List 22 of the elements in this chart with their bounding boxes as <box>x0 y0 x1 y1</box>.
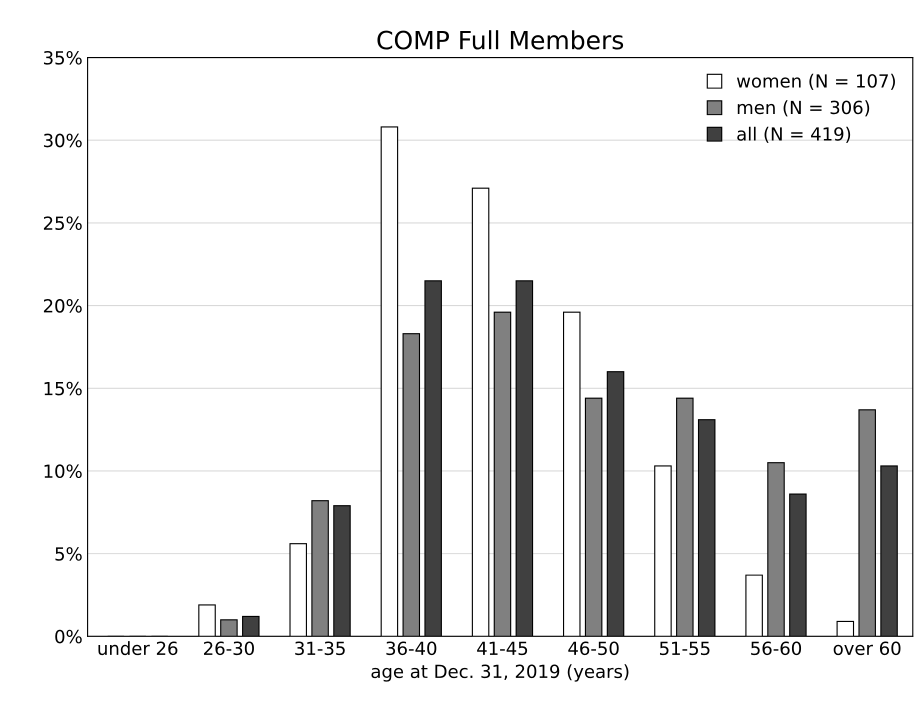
x-tick-label: 26-30 <box>204 641 254 656</box>
x-tick-label: 56-60 <box>751 641 802 656</box>
x-tick-label: under 26 <box>98 641 178 656</box>
y-tick-label: 5% <box>55 547 82 561</box>
y-tick-label: 35% <box>44 50 82 65</box>
x-tick-label: 36-40 <box>386 641 436 656</box>
x-axis-title: age at Dec. 31, 2019 (years) <box>371 664 628 682</box>
x-tick-label: 31-35 <box>295 641 345 656</box>
chart-title: COMP Full Members <box>377 30 624 50</box>
legend-label: all (N = 419) <box>737 126 850 143</box>
legend-label: women (N = 107) <box>736 74 895 90</box>
y-tick-label: 25% <box>44 216 82 230</box>
y-tick-label: 30% <box>44 134 82 148</box>
x-tick-label: over 60 <box>834 641 900 656</box>
x-tick-label: 51-55 <box>660 642 710 656</box>
x-tick-label: 46-50 <box>568 641 619 656</box>
y-tick-label: 0% <box>55 630 82 644</box>
y-tick-label: 20% <box>44 299 82 313</box>
y-tick-label: 10% <box>44 464 82 478</box>
legend-label: men (N = 306) <box>738 100 870 116</box>
y-tick-label: 15% <box>44 382 82 396</box>
x-tick-label: 41-45 <box>477 642 528 656</box>
